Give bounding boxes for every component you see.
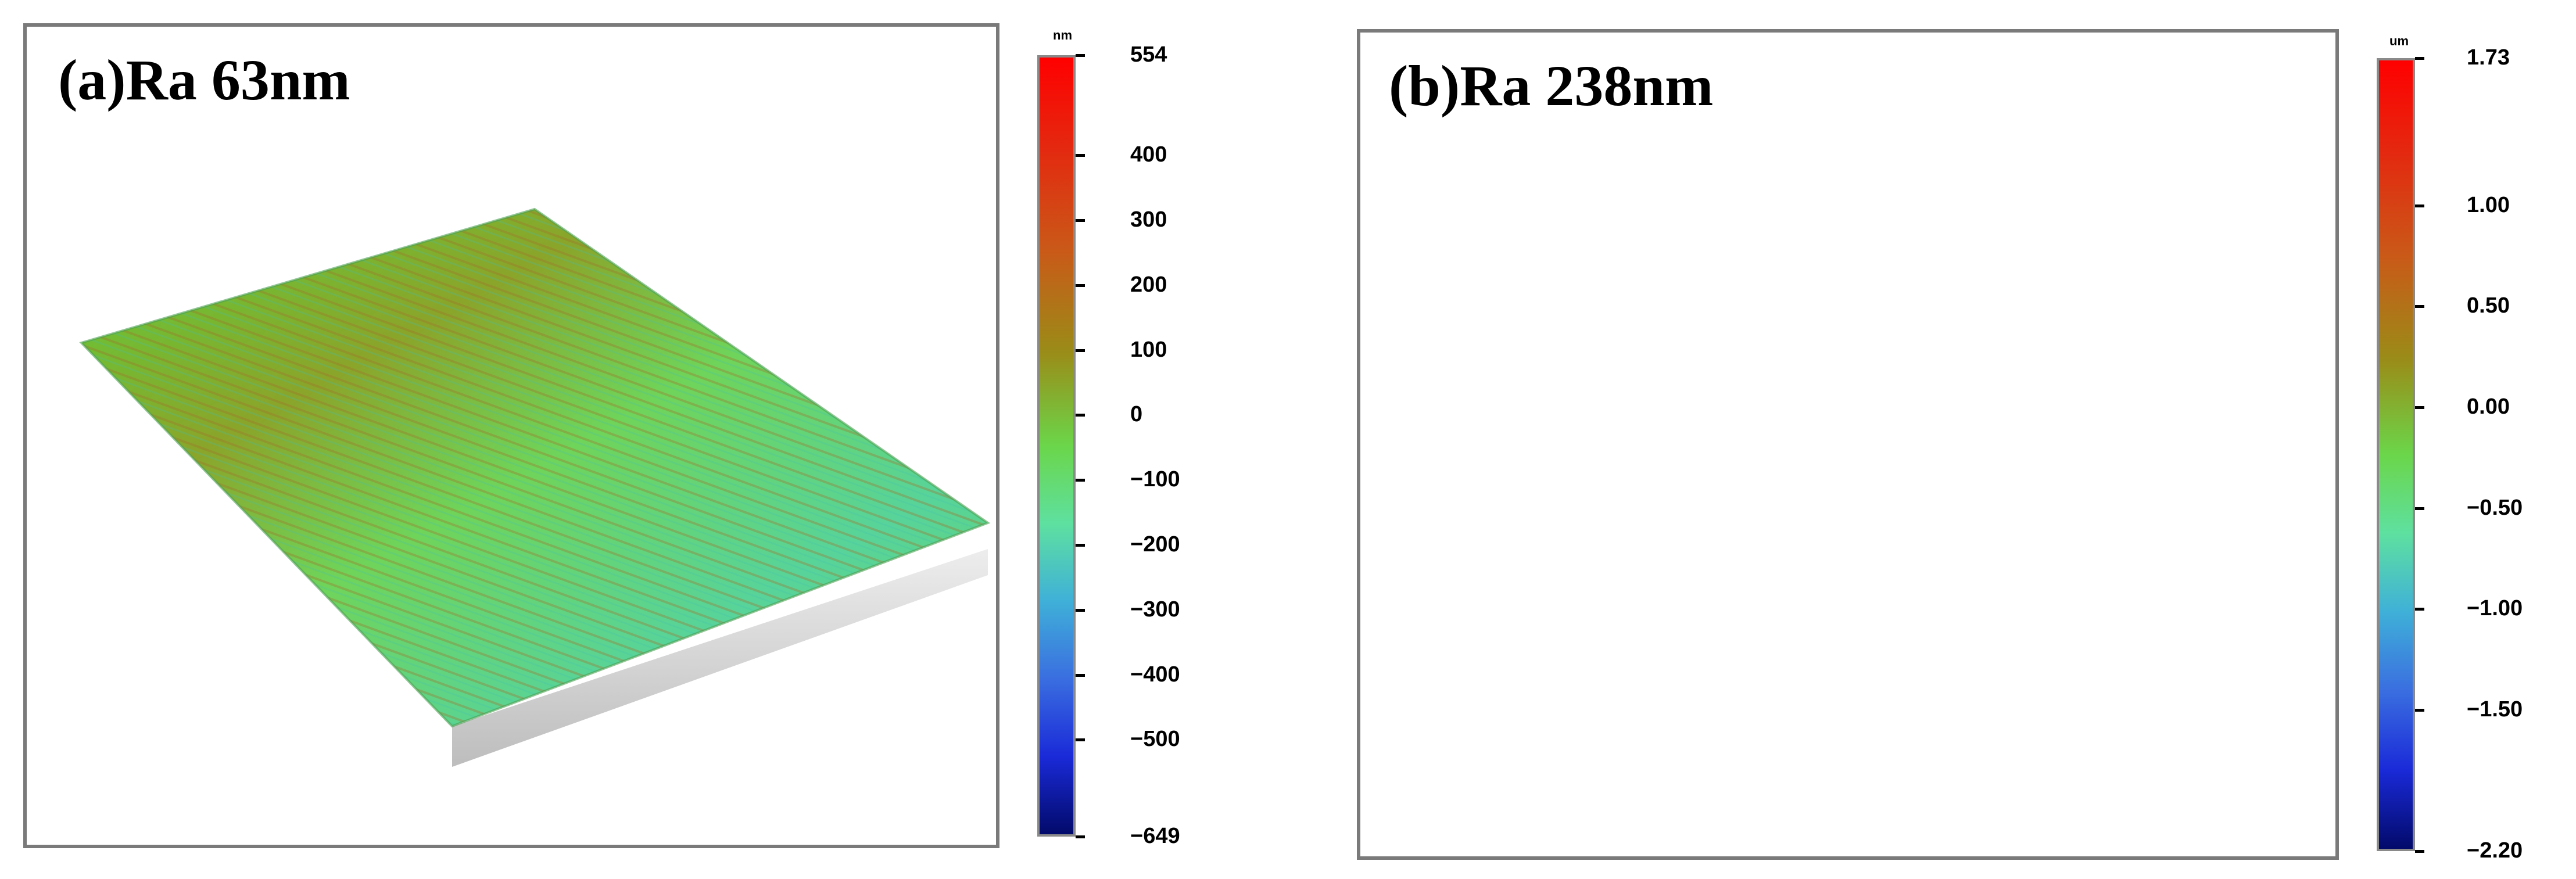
colorbar-tick-mark — [2415, 507, 2424, 510]
colorbar-tick-label: −2.20 — [2467, 838, 2523, 863]
colorbar-b-unit: um — [2389, 34, 2409, 48]
colorbar-tick-mark — [2415, 406, 2424, 409]
panel-a-title: (a)Ra 63nm — [58, 48, 350, 112]
colorbar-a-unit: nm — [1053, 28, 1072, 42]
colorbar-tick-label: −100 — [1130, 467, 1180, 492]
colorbar-tick-label: 0.00 — [2467, 394, 2510, 419]
colorbar-tick-mark — [1076, 673, 1085, 677]
colorbar-tick-label: 0 — [1130, 402, 1143, 427]
colorbar-tick-label: 400 — [1130, 142, 1167, 167]
colorbar-tick-mark — [2415, 305, 2424, 308]
colorbar-tick-label: 554 — [1130, 42, 1167, 67]
colorbar-tick-label: −649 — [1130, 824, 1180, 848]
colorbar-tick-label: 100 — [1130, 337, 1167, 362]
colorbar-tick-mark — [1076, 154, 1085, 157]
colorbar-tick-label: 0.50 — [2467, 293, 2510, 318]
panel-b-frame — [1357, 29, 2339, 860]
colorbar-tick-label: 1.73 — [2467, 45, 2510, 70]
colorbar-tick-mark — [1076, 479, 1085, 482]
colorbar-tick-mark — [2415, 608, 2424, 611]
panel-a-surface — [79, 207, 991, 767]
panel-b-title: (b)Ra 238nm — [1389, 53, 1714, 118]
colorbar-tick-label: −0.50 — [2467, 495, 2523, 520]
colorbar-tick-label: −200 — [1130, 532, 1180, 557]
colorbar-tick-mark — [1076, 349, 1085, 352]
colorbar-tick-label: −300 — [1130, 597, 1180, 622]
colorbar-tick-label: −500 — [1130, 727, 1180, 752]
colorbar-tick-mark — [2415, 204, 2424, 207]
colorbar-tick-mark — [2415, 708, 2424, 712]
colorbar-tick-mark — [1076, 54, 1085, 57]
colorbar-tick-mark — [1076, 218, 1085, 222]
colorbar-tick-label: 300 — [1130, 207, 1167, 232]
colorbar-tick-mark — [2415, 850, 2424, 853]
colorbar-a — [1037, 55, 1076, 837]
colorbar-tick-mark — [1076, 608, 1085, 612]
colorbar-tick-label: −1.50 — [2467, 697, 2523, 722]
colorbar-tick-label: −1.00 — [2467, 596, 2523, 621]
colorbar-tick-label: 1.00 — [2467, 192, 2510, 217]
colorbar-tick-label: −400 — [1130, 662, 1180, 687]
colorbar-tick-mark — [2415, 57, 2424, 60]
colorbar-tick-mark — [1076, 835, 1085, 838]
colorbar-tick-mark — [1076, 284, 1085, 287]
colorbar-b — [2377, 58, 2415, 851]
colorbar-tick-label: 200 — [1130, 272, 1167, 297]
colorbar-tick-mark — [1076, 414, 1085, 417]
colorbar-tick-mark — [1076, 544, 1085, 547]
colorbar-tick-mark — [1076, 738, 1085, 742]
